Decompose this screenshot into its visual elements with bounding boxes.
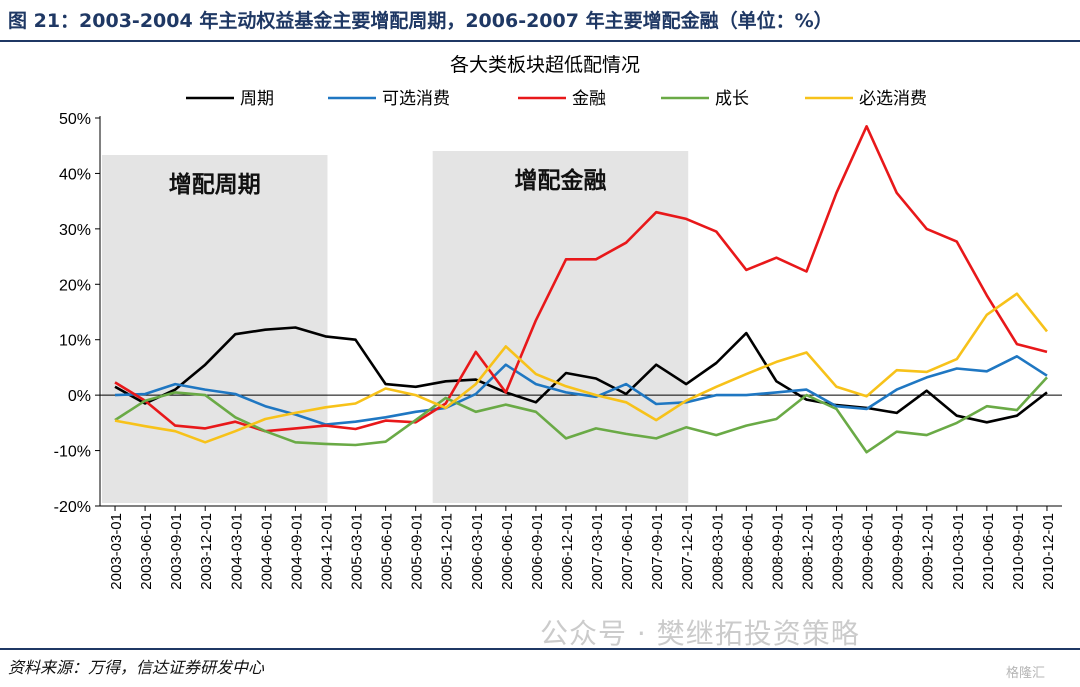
x-tick-label: 2004-06-01 — [258, 513, 275, 590]
x-tick-label: 2009-06-01 — [860, 513, 877, 590]
x-tick-label: 2007-06-01 — [619, 513, 636, 590]
legend-label: 成长 — [715, 89, 749, 109]
chart-series — [114, 125, 1049, 454]
series-line — [114, 125, 1048, 433]
x-tick-label: 2004-12-01 — [318, 513, 335, 590]
y-tick-label: 40% — [59, 166, 91, 183]
x-tick-label: 2009-09-01 — [890, 513, 907, 590]
corner-watermark: 格隆汇 — [1006, 666, 1046, 681]
x-tick-label: 2006-09-01 — [529, 513, 546, 590]
chart-legend: 周期 可选消费 金融 成长 必选消费 — [186, 89, 927, 109]
x-tick-label: 2006-06-01 — [499, 513, 516, 590]
y-tick-label: 10% — [59, 333, 91, 350]
highlight-region-labels: 增配周期 增配金融 — [169, 167, 607, 198]
x-tick-label: 2008-03-01 — [709, 513, 726, 590]
x-tick-label: 2008-09-01 — [769, 513, 786, 590]
y-tick-label: 30% — [59, 222, 91, 239]
x-tick-label: 2007-09-01 — [649, 513, 666, 590]
watermark-text: 公众号 · 樊继拓投资策略 — [540, 617, 860, 650]
y-tick-label: -20% — [54, 499, 91, 516]
legend-label: 必选消费 — [859, 89, 927, 109]
y-tick-label: 0% — [68, 388, 91, 405]
x-tick-label: 2008-06-01 — [739, 513, 756, 590]
series-line — [114, 376, 1048, 454]
legend-label: 周期 — [240, 89, 274, 109]
series-line — [114, 326, 1048, 424]
x-tick-label: 2005-09-01 — [409, 513, 426, 590]
line-chart: -20% -10% 0% 10% 20% 30% 40% 50% 2003-03-01 2003-… — [54, 54, 1062, 590]
x-tick-label: 2004-09-01 — [288, 513, 305, 590]
x-tick-label: 2003-06-01 — [138, 513, 155, 590]
x-tick-label: 2005-06-01 — [379, 513, 396, 590]
x-tick-label: 2003-09-01 — [168, 513, 185, 590]
x-tick-label: 2007-03-01 — [589, 513, 606, 590]
x-tick-label: 2006-12-01 — [559, 513, 576, 590]
x-tick-label: 2007-12-01 — [679, 513, 696, 590]
x-tick-label: 2008-12-01 — [799, 513, 816, 590]
x-tick-label: 2006-03-01 — [469, 513, 486, 590]
x-tick-label: 2010-09-01 — [1010, 513, 1027, 590]
chart-axes: -20% -10% 0% 10% 20% 30% 40% 50% 2003-03-01 2003-… — [54, 111, 1062, 590]
x-tick-label: 2009-12-01 — [920, 513, 937, 590]
highlight-region-label: 增配周期 — [169, 171, 261, 198]
series-line — [114, 292, 1049, 444]
highlight-regions — [102, 151, 689, 503]
x-tick-label: 2005-03-01 — [349, 513, 366, 590]
x-tick-label: 2009-03-01 — [830, 513, 847, 590]
x-tick-label: 2010-06-01 — [980, 513, 997, 590]
highlight-region — [102, 155, 328, 503]
x-tick-label: 2003-03-01 — [108, 513, 125, 590]
highlight-region — [432, 151, 689, 503]
figure-title: 图 21：2003-2004 年主动权益基金主要增配周期，2006-2007 年… — [8, 10, 833, 32]
x-tick-label: 2003-12-01 — [198, 513, 215, 590]
legend-label: 金融 — [572, 89, 606, 109]
legend-label: 可选消费 — [382, 89, 450, 109]
source-divider — [0, 648, 1080, 650]
x-tick-label: 2005-12-01 — [439, 513, 456, 590]
y-tick-label: 50% — [59, 111, 91, 128]
y-tick-label: 20% — [59, 277, 91, 294]
y-tick-label: -10% — [54, 444, 91, 461]
x-tick-label: 2004-03-01 — [228, 513, 245, 590]
x-tick-label: 2010-03-01 — [950, 513, 967, 590]
highlight-region-label: 增配金融 — [514, 167, 606, 194]
source-note: 资料来源：万得，信达证券研发中心 — [8, 658, 265, 677]
chart-title: 各大类板块超低配情况 — [450, 54, 640, 76]
title-divider — [0, 40, 1080, 42]
series-line — [114, 354, 1048, 426]
x-tick-label: 2010-12-01 — [1040, 513, 1057, 590]
